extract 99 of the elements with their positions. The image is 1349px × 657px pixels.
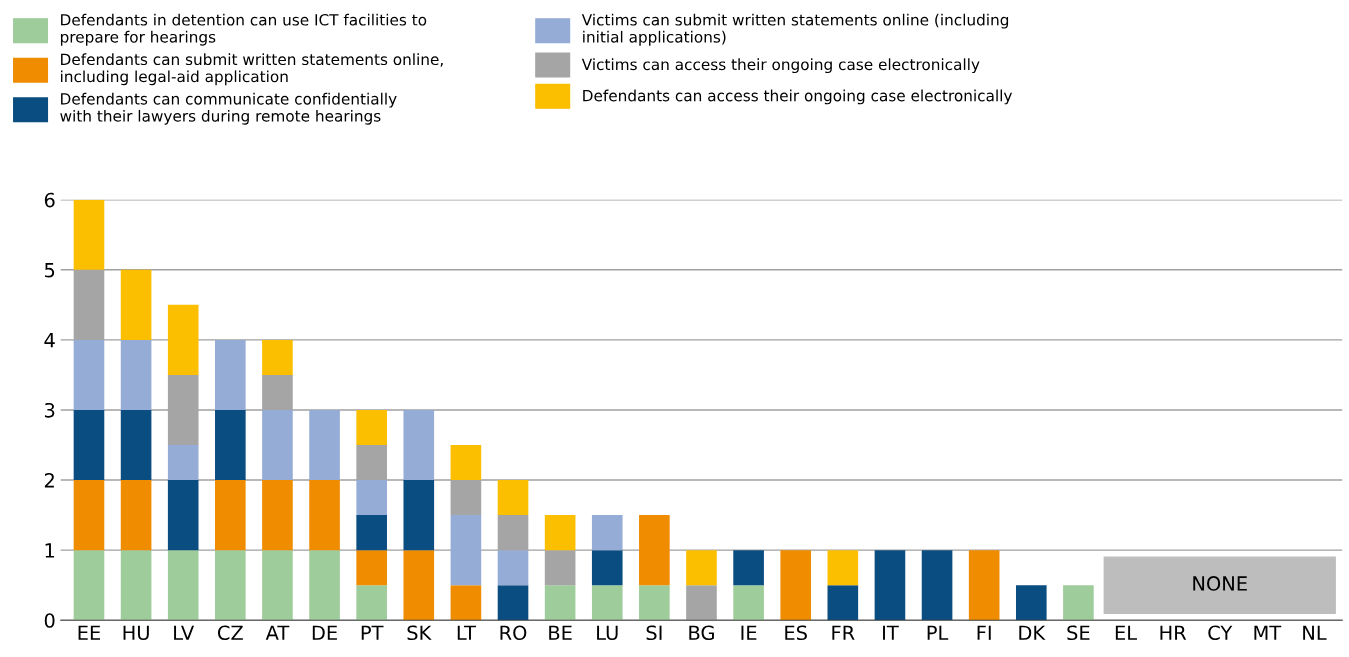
bar xyxy=(262,339,293,375)
x-tick-label: AT xyxy=(265,625,290,640)
x-tick-label: HR xyxy=(1160,625,1187,640)
y-tick-label: 0 xyxy=(44,613,55,628)
x-tick-label: LU xyxy=(597,625,618,641)
bar xyxy=(639,515,670,586)
bar xyxy=(73,339,105,410)
bar xyxy=(686,585,717,621)
bar xyxy=(497,550,529,586)
legend-label: Victims can access their ongoing case electronically xyxy=(581,58,980,74)
bar xyxy=(215,480,246,551)
bar xyxy=(309,409,340,481)
x-tick-label: BE xyxy=(549,625,572,640)
bar xyxy=(733,550,764,586)
bar xyxy=(309,480,340,551)
bar xyxy=(356,515,387,551)
bar xyxy=(167,480,199,551)
bar xyxy=(497,585,529,621)
x-tick-label: HU xyxy=(123,625,149,641)
x-tick-label: FI xyxy=(977,625,991,640)
x-tick-label: BG xyxy=(689,625,714,641)
bar xyxy=(120,269,152,340)
x-tick-label: SE xyxy=(1067,625,1090,641)
bar xyxy=(686,550,717,586)
legend-label: Defendants can submit written statements online, including legal-aid application xyxy=(61,53,443,86)
bar xyxy=(73,409,105,481)
x-tick-label: LT xyxy=(457,625,476,640)
bar xyxy=(403,409,435,481)
legend-label: Defendants can access their ongoing case electronically xyxy=(583,89,1013,105)
bar xyxy=(733,585,764,621)
y-tick-label: 3 xyxy=(44,402,55,418)
x-tick-label: CZ xyxy=(217,625,243,641)
legend-label: Victims can submit written statements online (including initial applications) xyxy=(581,13,1009,46)
bar xyxy=(827,550,859,586)
bar xyxy=(544,585,576,621)
bar xyxy=(262,550,293,621)
bar xyxy=(73,550,105,621)
bar xyxy=(544,515,576,551)
bar xyxy=(356,585,387,621)
bar xyxy=(215,339,246,410)
legend-label: Defendants in detention can use ICT facilities to prepare for hearings xyxy=(60,13,427,46)
bar xyxy=(780,550,812,621)
x-tick-label: ES xyxy=(785,625,807,641)
bar xyxy=(120,550,152,621)
x-tick-label: IE xyxy=(741,625,757,640)
x-tick-label: DK xyxy=(1019,625,1046,640)
x-tick-label: PT xyxy=(361,625,384,640)
x-tick-label: MT xyxy=(1254,625,1282,640)
y-tick-label: 5 xyxy=(44,263,55,278)
bar xyxy=(167,304,199,375)
bar xyxy=(921,550,953,621)
bar xyxy=(450,445,482,481)
y-tick-label: 1 xyxy=(45,543,55,558)
bar xyxy=(120,480,152,551)
bar xyxy=(356,550,387,586)
bar xyxy=(167,445,199,481)
x-tick-label: IT xyxy=(883,625,899,640)
bar xyxy=(262,480,293,551)
bar xyxy=(591,550,623,586)
bar xyxy=(262,409,293,481)
bar xyxy=(167,550,199,621)
x-tick-label: PL xyxy=(927,625,949,640)
x-tick-label: RO xyxy=(500,625,527,641)
y-tick-label: 2 xyxy=(44,473,54,488)
x-tick-label: NL xyxy=(1303,625,1327,640)
x-tick-label: DE xyxy=(312,625,337,640)
bar xyxy=(968,550,1000,621)
bar xyxy=(403,550,435,621)
bar xyxy=(215,550,246,621)
bar xyxy=(591,585,623,621)
x-tick-label: FR xyxy=(832,625,855,640)
bar xyxy=(1063,585,1094,621)
x-tick-label: CY xyxy=(1208,625,1233,641)
x-tick-label: SI xyxy=(646,625,662,641)
bar xyxy=(120,409,152,481)
bar xyxy=(356,409,387,446)
y-tick-label: 4 xyxy=(44,333,55,348)
bar xyxy=(73,480,105,551)
annotation: NONE xyxy=(1193,576,1247,591)
bar xyxy=(827,585,859,621)
bar xyxy=(497,480,529,516)
bar xyxy=(450,585,482,621)
bar xyxy=(639,585,670,621)
bar xyxy=(403,480,435,551)
bar xyxy=(1015,585,1047,621)
x-tick-label: SK xyxy=(407,625,432,641)
x-tick-label: EE xyxy=(78,625,101,640)
bar xyxy=(215,409,246,481)
bar xyxy=(874,550,906,621)
x-tick-label: LV xyxy=(174,625,195,640)
bar xyxy=(356,480,387,516)
legend-label: Defendants can communicate confidentially with their lawyers during remote hearings xyxy=(60,92,397,125)
bar xyxy=(591,515,623,551)
bar xyxy=(120,339,152,410)
bar xyxy=(73,199,105,270)
x-tick-label: EL xyxy=(1115,625,1137,640)
bar xyxy=(309,550,340,621)
y-tick-label: 6 xyxy=(44,192,55,208)
bar xyxy=(450,515,482,586)
